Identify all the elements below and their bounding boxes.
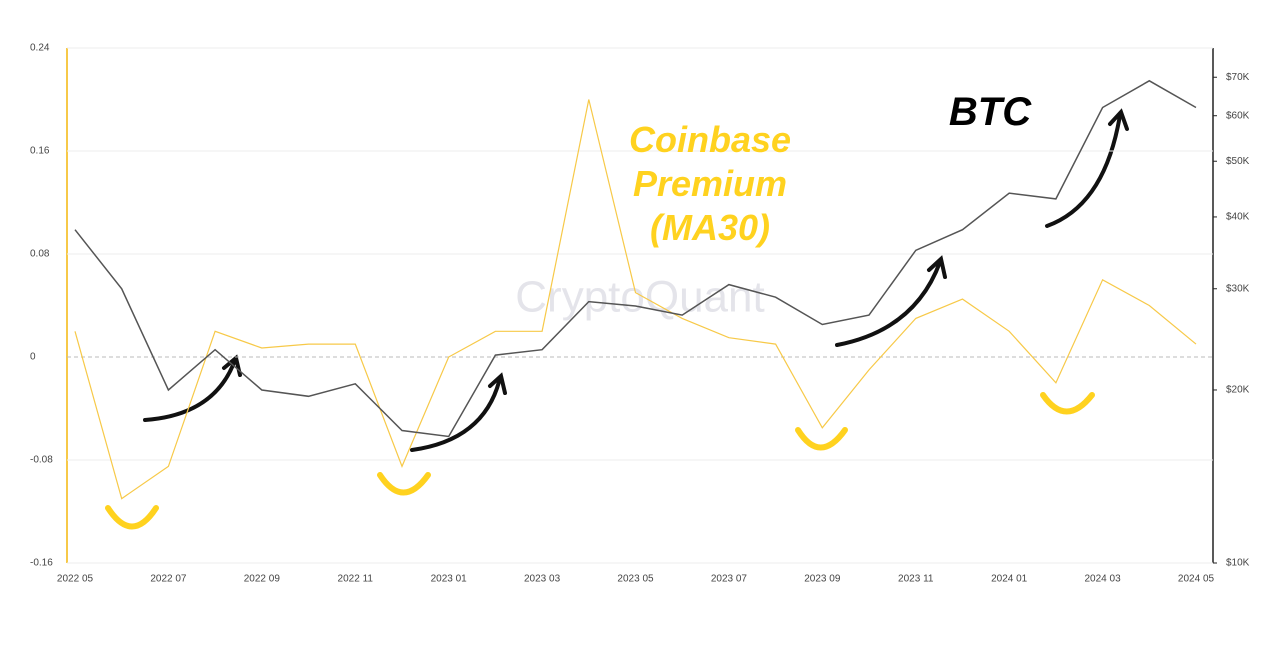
x-tick-label: 2022 07	[150, 574, 187, 585]
y-tick-label: -0.16	[30, 558, 53, 569]
x-tick-label: 2023 07	[711, 574, 748, 585]
x-tick-label: 2023 03	[524, 574, 561, 585]
dip-markers	[105, 392, 1095, 530]
x-tick-label: 2022 09	[244, 574, 281, 585]
y2-tick-label: $10K	[1226, 558, 1250, 569]
y-tick-label: -0.08	[30, 455, 53, 466]
premium-label: Coinbase Premium (MA30)	[628, 119, 792, 248]
x-tick-label: 2023 11	[898, 574, 934, 585]
y-tick-label: 0.16	[30, 146, 50, 157]
rise-arrows	[143, 108, 1129, 452]
y-tick-label: 0	[30, 352, 36, 363]
series-line	[74, 79, 1197, 438]
y2-tick-label: $40K	[1226, 212, 1250, 223]
x-tick-label: 2022 05	[57, 574, 94, 585]
x-tick-label: 2024 03	[1085, 574, 1122, 585]
series-line	[74, 99, 1197, 500]
btc-label: BTC	[948, 90, 1032, 134]
x-tick-label: 2023 09	[804, 574, 841, 585]
x-tick-label: 2022 11	[338, 574, 374, 585]
x-tick-label: 2024 01	[991, 574, 1028, 585]
y2-tick-label: $30K	[1226, 283, 1250, 294]
y2-tick-label: $60K	[1226, 110, 1250, 121]
x-tick-label: 2024 05	[1178, 574, 1215, 585]
y-tick-label: 0.24	[30, 43, 50, 54]
x-tick-label: 2023 05	[617, 574, 654, 585]
watermark: CryptoQuant	[515, 273, 764, 322]
y-tick-label: 0.08	[30, 249, 50, 260]
y2-tick-label: $50K	[1226, 156, 1250, 167]
x-tick-label: 2023 01	[431, 574, 468, 585]
y2-tick-label: $70K	[1226, 72, 1250, 83]
y2-tick-label: $20K	[1226, 385, 1250, 396]
